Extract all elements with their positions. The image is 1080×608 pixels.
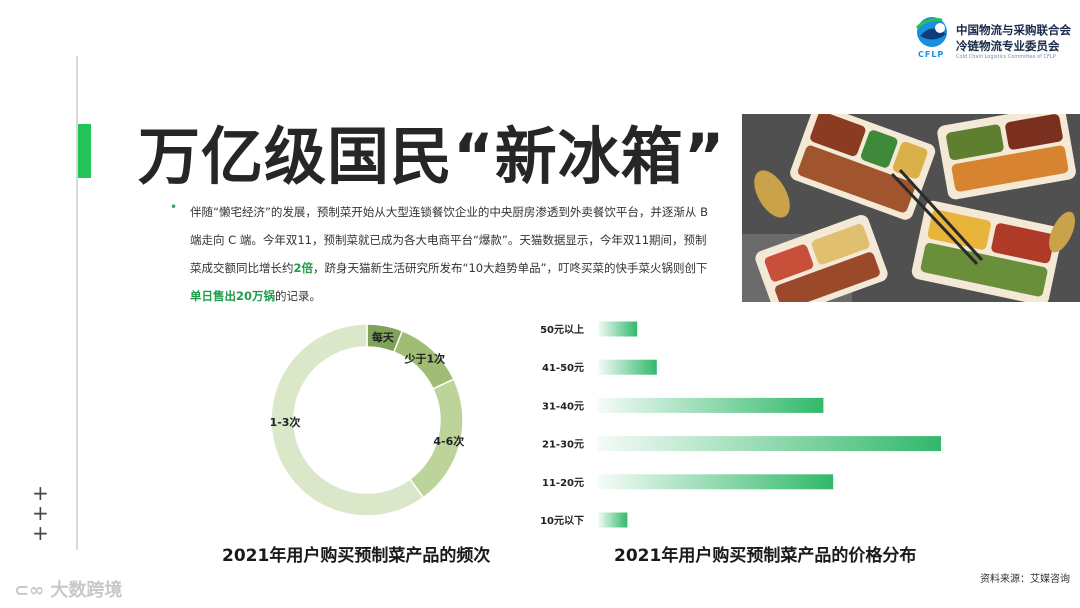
price-bar — [598, 397, 824, 413]
source-note: 资料来源：艾媒咨询 — [980, 574, 1070, 585]
plus-icon: + — [32, 481, 49, 505]
paragraph-text-2: ，跻身天猫新生活研究所发布“10大趋势单品”，叮咚买菜的快手菜火锅则创下 — [313, 261, 708, 275]
bar-category-label: 11-20元 — [542, 477, 584, 489]
watermark: ⊂∞ 大数跨境 — [14, 576, 122, 602]
bar-category-label: 41-50元 — [542, 362, 584, 374]
price-bar-chart: 50元以上 41-50元 31-40元 21-30元 11-20元 10元以下 — [540, 321, 941, 528]
bar-category-label: 10元以下 — [540, 515, 584, 527]
org-name-line2: 冷链物流专业委员会 — [956, 39, 1060, 53]
donut-label: 每天 — [372, 330, 395, 344]
title-accent-bar — [78, 124, 91, 178]
price-chart-title: 2021年用户购买预制菜产品的价格分布 — [614, 546, 917, 566]
price-bar — [598, 321, 638, 337]
price-bar — [598, 474, 834, 490]
food-photo — [742, 114, 1080, 302]
intro-paragraph: 伴随“懒宅经济”的发展，预制菜开始从大型连锁餐饮企业的中央厨房渗透到外卖餐饮平台… — [190, 198, 710, 310]
price-bar — [598, 512, 628, 528]
cflp-globe-icon — [915, 17, 947, 47]
plus-icon: + — [32, 521, 49, 545]
org-abbreviation: CFLP — [918, 50, 945, 59]
paragraph-highlight-1: 2倍 — [293, 261, 314, 275]
org-subtitle: Cold Chain Logistics Committee of CFLP — [956, 54, 1056, 60]
watermark-text: 大数跨境 — [50, 580, 123, 601]
bar-category-label: 21-30元 — [542, 439, 584, 451]
org-name-line1: 中国物流与采购联合会 — [956, 23, 1071, 37]
price-bar — [598, 359, 657, 375]
divider-line — [76, 56, 78, 550]
bar-category-label: 50元以上 — [540, 323, 584, 336]
donut-slice — [270, 323, 425, 517]
bullet-dot: • — [170, 200, 178, 214]
frequency-chart-title: 2021年用户购买预制菜产品的频次 — [222, 546, 491, 566]
donut-label: 4-6次 — [433, 434, 464, 448]
cflp-logo: 中国物流与采购联合会 冷链物流专业委员会 Cold Chain Logistic… — [912, 14, 1072, 66]
price-bar — [598, 436, 941, 452]
plus-icon: + — [32, 501, 49, 525]
donut-label: 少于1次 — [404, 351, 446, 365]
paragraph-highlight-2: 单日售出20万锅 — [190, 289, 276, 303]
page-title: 万亿级国民“新冰箱” — [138, 120, 726, 193]
paragraph-text-1: 伴随“懒宅经济”的发展，预制菜开始从大型连锁餐饮企业的中央厨房渗透到外卖餐饮平台… — [190, 205, 708, 275]
paragraph-text-3: 的记录。 — [275, 289, 322, 303]
donut-label: 1-3次 — [270, 415, 301, 429]
bar-category-label: 31-40元 — [542, 400, 584, 412]
watermark-logo-icon: ⊂∞ — [14, 580, 45, 601]
